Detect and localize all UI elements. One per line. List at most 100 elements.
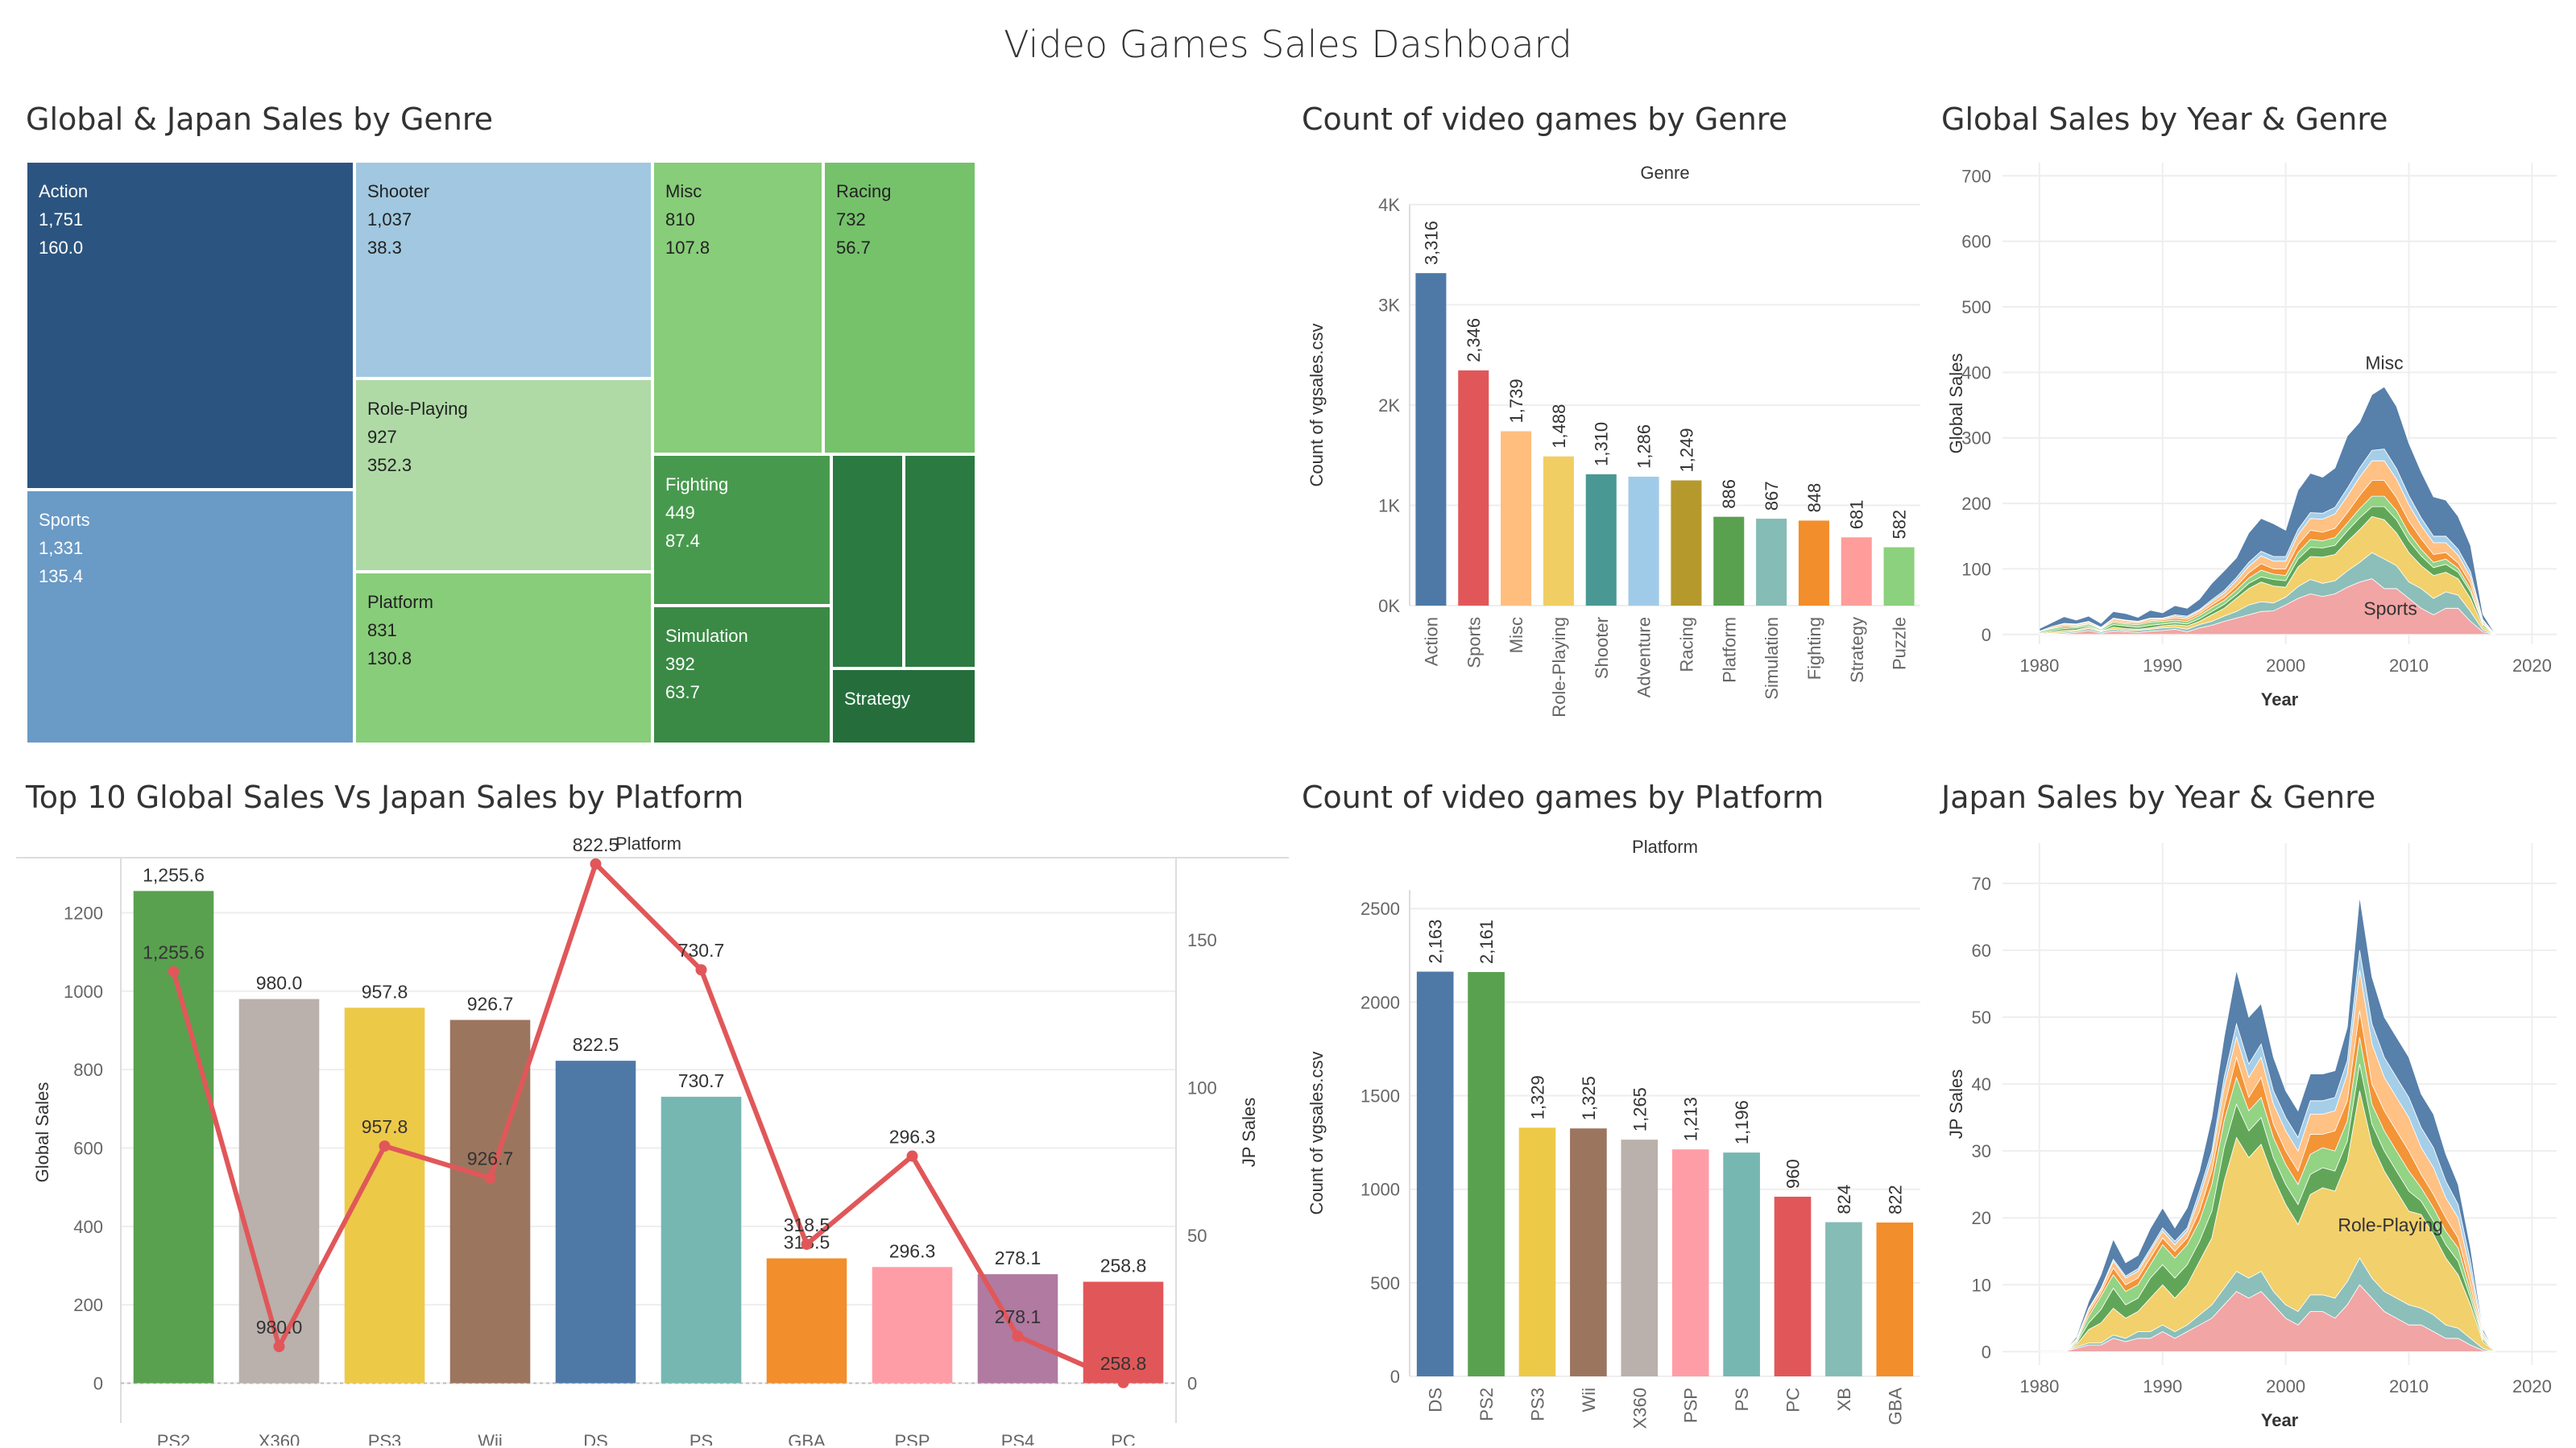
jp-sales-line [171, 861, 1124, 1385]
bar-wii [1570, 1128, 1607, 1376]
treemap-cell-platform[interactable]: Platform 831 130.8 [354, 572, 652, 744]
bar-pc [1774, 1196, 1812, 1376]
genre-treemap[interactable]: Action 1,751 160.0 Sports 1,331 135.4 Shooter 1… [26, 161, 976, 744]
x-tick-label: PS2 [157, 1431, 191, 1446]
jp-sales-point [801, 1238, 813, 1250]
y-tick-label: 400 [73, 1217, 103, 1237]
chart-header: Platform [615, 834, 681, 854]
chart-header: Platform [1632, 837, 1698, 857]
bar-data-label: 278.1 [995, 1247, 1042, 1268]
data-label: 1,310 [1592, 422, 1612, 466]
x-tick-label: 1980 [2019, 1376, 2059, 1396]
series-annotation: Role-Playing [2338, 1214, 2442, 1235]
bar-ps [661, 1096, 742, 1384]
bar-ds [1416, 971, 1454, 1376]
data-label: 824 [1834, 1185, 1854, 1214]
treemap-genre: Role-Playing [367, 399, 468, 419]
treemap-label: Racing 732 56.7 [836, 177, 891, 262]
x-tick-label: 2020 [2512, 1376, 2552, 1396]
treemap-cell-fighting[interactable]: Fighting 449 87.4 [652, 454, 831, 606]
x-tick-label: PC [1111, 1431, 1136, 1446]
y-tick-label: 700 [1961, 166, 1991, 186]
bar-data-label: 957.8 [362, 981, 408, 1002]
platform-combo-title: Top 10 Global Sales Vs Japan Sales by Pl… [26, 780, 744, 815]
treemap-cell-action[interactable]: Action 1,751 160.0 [26, 161, 354, 490]
x-tick-label: PC [1783, 1388, 1804, 1413]
jp-sales-point [1012, 1330, 1024, 1343]
bar-racing [1671, 480, 1702, 606]
y-tick-label: 30 [1972, 1141, 1991, 1161]
y2-tick-label: 150 [1187, 930, 1217, 950]
y-tick-label: 0K [1378, 596, 1400, 616]
japan-year-genre-chart[interactable]: 1980 1990 2000 2010 2020 0 10 20 30 40 50 60 70 Year J… [1933, 825, 2570, 1446]
treemap-cell-strategy[interactable]: Strategy [831, 668, 976, 744]
bar-x360 [238, 999, 320, 1384]
y-tick-label: 400 [1961, 362, 1991, 383]
x-tick-label: DS [583, 1431, 608, 1446]
data-label: 2,161 [1476, 920, 1497, 964]
treemap-label: Sports 1,331 135.4 [39, 506, 90, 590]
y2-tick-label: 50 [1187, 1226, 1207, 1246]
y-axis-title: JP Sales [1946, 1069, 1966, 1139]
treemap-global: 732 [836, 209, 866, 230]
treemap-global: 831 [367, 620, 397, 640]
y-tick-label: 1K [1378, 496, 1400, 516]
treemap-cell-small[interactable] [831, 454, 904, 668]
x-tick-label: 2020 [2512, 656, 2552, 676]
treemap-cell-small[interactable] [904, 454, 976, 668]
bar-xb [1825, 1222, 1862, 1376]
data-label: 1,739 [1506, 379, 1526, 423]
treemap-global: 1,331 [39, 538, 84, 558]
treemap-global: 1,751 [39, 209, 84, 230]
y-tick-label: 4K [1378, 195, 1400, 215]
treemap-global: 810 [665, 209, 695, 230]
x-tick-label: Sports [1464, 617, 1484, 668]
treemap-japan: 87.4 [665, 531, 700, 551]
data-label: 848 [1804, 483, 1824, 513]
y-tick-label: 70 [1972, 874, 1991, 894]
treemap-japan: 160.0 [39, 238, 84, 258]
genre-count-title: Count of video games by Genre [1302, 101, 1787, 137]
y-tick-label: 1000 [1360, 1180, 1400, 1200]
bar-data-label: 926.7 [467, 993, 514, 1014]
x-tick-label: Strategy [1847, 617, 1867, 683]
platform-count-chart[interactable]: Platform 0 500 1000 1500 2000 2500 Count of vgs… [1289, 825, 1925, 1446]
treemap-genre: Action [39, 181, 89, 201]
jp-sales-point [590, 858, 602, 870]
data-label: 1,286 [1634, 424, 1655, 469]
series-annotation: Sports [2363, 598, 2417, 619]
treemap-cell-shooter[interactable]: Shooter 1,037 38.3 [354, 161, 652, 379]
treemap-japan: 352.3 [367, 455, 412, 475]
platform-combo-chart[interactable]: Platform 0 200 400 600 800 1000 1200 0 50 100 150 Gl… [16, 825, 1305, 1446]
line-data-label: 296.3 [889, 1127, 936, 1148]
treemap-cell-simulation[interactable]: Simulation 392 63.7 [652, 606, 831, 744]
y-axis-title: Count of vgsales.csv [1307, 324, 1327, 487]
x-tick-label: Shooter [1592, 617, 1612, 679]
treemap-cell-role-playing[interactable]: Role-Playing 927 352.3 [354, 379, 652, 572]
y-tick-label: 500 [1961, 297, 1991, 317]
x-tick-label: PS [690, 1431, 713, 1446]
jp-sales-point [695, 964, 707, 976]
y-tick-label: 10 [1972, 1275, 1991, 1295]
data-label: 867 [1762, 481, 1782, 511]
bar-pc [1083, 1281, 1164, 1384]
x-tick-label: GBA [1885, 1388, 1905, 1425]
x-tick-label: Adventure [1634, 617, 1655, 697]
jp-sales-point [484, 1172, 496, 1184]
bar-data-label: 730.7 [678, 1070, 725, 1091]
treemap-title: Global & Japan Sales by Genre [26, 101, 494, 137]
treemap-japan: 63.7 [665, 682, 700, 702]
bar-data-label: 258.8 [1100, 1256, 1147, 1276]
treemap-cell-sports[interactable]: Sports 1,331 135.4 [26, 490, 354, 744]
bar-fighting [1798, 520, 1829, 606]
treemap-cell-misc[interactable]: Misc 810 107.8 [652, 161, 823, 454]
bar-shooter [1585, 474, 1617, 606]
y-tick-label: 50 [1972, 1007, 1991, 1028]
treemap-label: Action 1,751 160.0 [39, 177, 88, 262]
treemap-genre: Fighting [665, 474, 729, 494]
genre-count-chart[interactable]: Genre 0K 1K 2K 3K 4K Count of vgsales.csv 3,316… [1289, 145, 1925, 749]
data-label: 1,329 [1528, 1075, 1548, 1119]
line-data-label: 258.8 [1100, 1353, 1147, 1374]
global-year-genre-chart[interactable]: 1980 1990 2000 2010 2020 0 100 200 300 400 500 600 7… [1933, 145, 2570, 749]
treemap-cell-racing[interactable]: Racing 732 56.7 [823, 161, 976, 454]
